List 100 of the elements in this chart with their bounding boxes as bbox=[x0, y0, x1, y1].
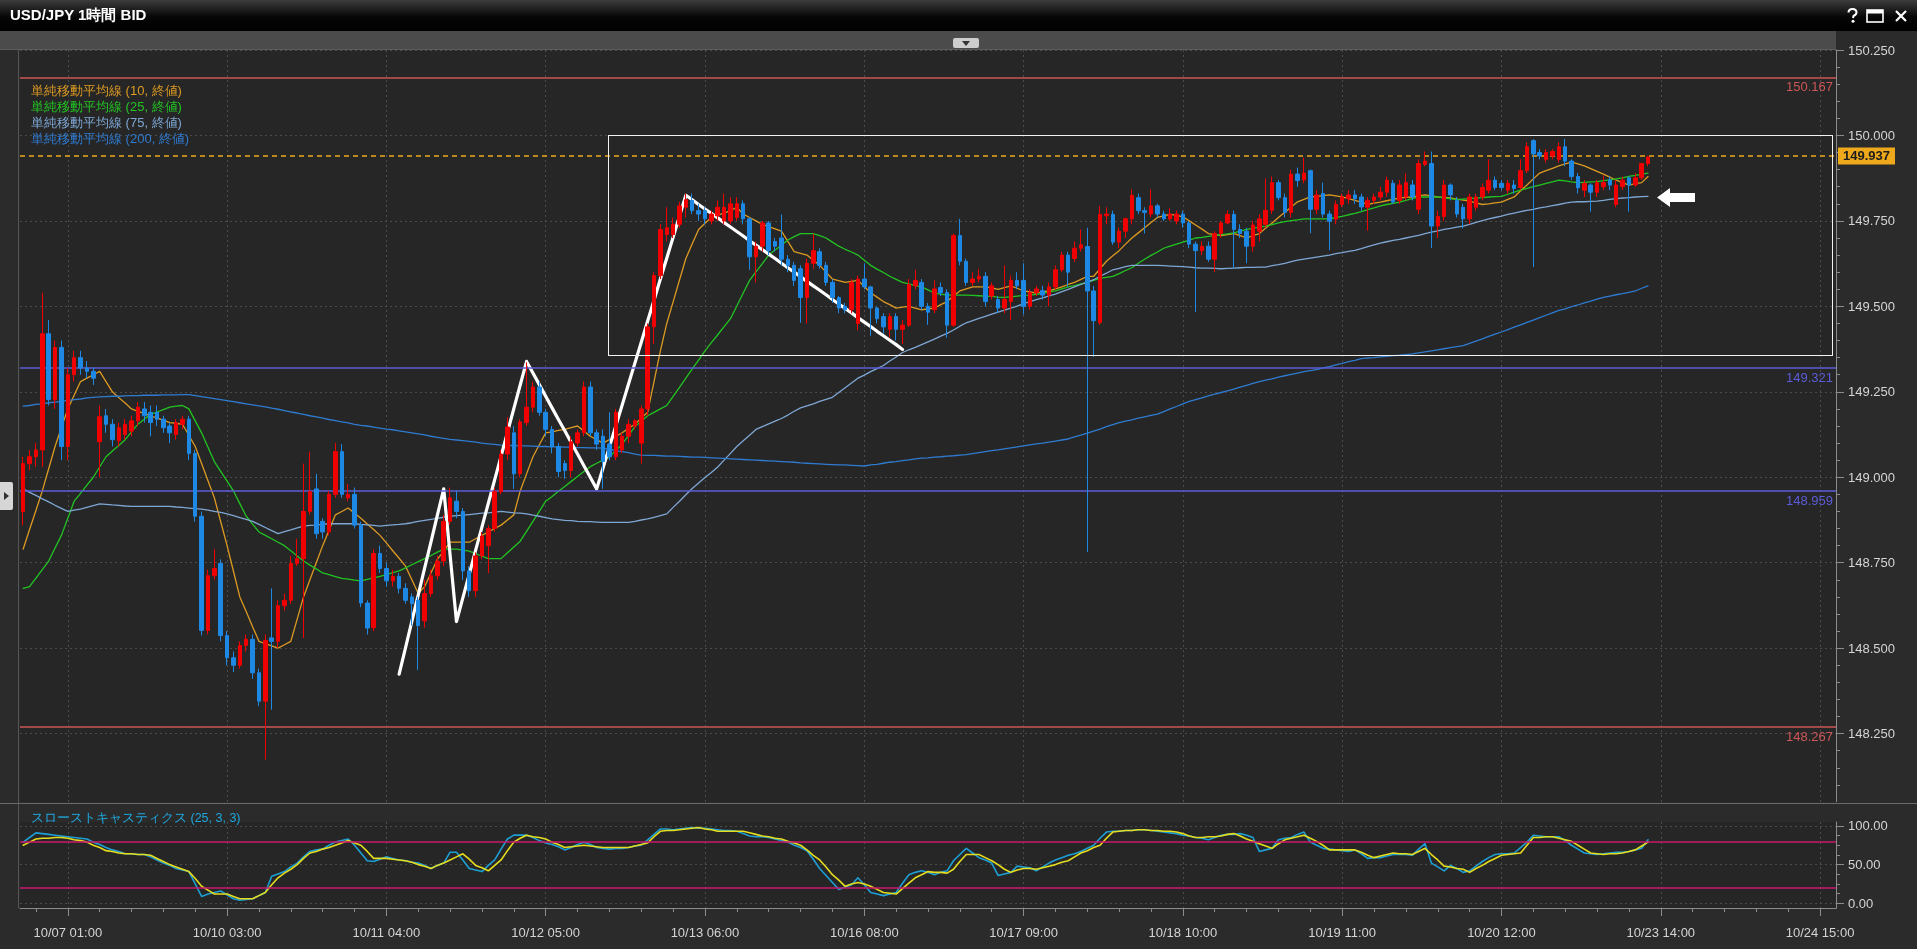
candlestick bbox=[913, 269, 918, 290]
candlestick bbox=[238, 640, 242, 670]
x-tick-label: 10/16 08:00 bbox=[829, 925, 899, 940]
candlestick bbox=[250, 634, 255, 680]
candlestick bbox=[518, 418, 522, 478]
candlestick bbox=[346, 483, 350, 502]
candlestick bbox=[977, 268, 981, 283]
candlestick bbox=[1525, 141, 1529, 174]
text: 単純移動平均線 (75, 終値) bbox=[31, 115, 182, 130]
candlestick bbox=[830, 278, 835, 304]
candlestick bbox=[66, 367, 70, 461]
candlestick bbox=[1212, 230, 1217, 273]
candlestick bbox=[1582, 179, 1587, 198]
candlestick bbox=[958, 218, 962, 266]
candlestick bbox=[626, 418, 631, 444]
candlestick bbox=[798, 264, 803, 324]
candlestick bbox=[27, 449, 32, 471]
y-tick-label: 150.250 bbox=[1848, 42, 1895, 58]
candlestick bbox=[308, 451, 312, 516]
candlestick bbox=[1206, 240, 1211, 263]
candlestick bbox=[1066, 251, 1070, 288]
candlestick bbox=[1614, 179, 1618, 208]
candlestick bbox=[1079, 228, 1083, 253]
candlestick bbox=[480, 531, 484, 560]
y-tick-label: 149.750 bbox=[1848, 213, 1895, 229]
candlestick bbox=[1346, 189, 1351, 205]
candlestick bbox=[811, 233, 816, 270]
y-tick-label: 149.500 bbox=[1848, 298, 1895, 314]
candlestick bbox=[301, 463, 306, 639]
candlestick bbox=[951, 233, 956, 328]
candlestick bbox=[289, 555, 293, 605]
candlestick bbox=[21, 456, 25, 526]
candlestick bbox=[1404, 172, 1408, 201]
y-tick-label: 149.000 bbox=[1848, 469, 1895, 485]
candlestick bbox=[1047, 281, 1051, 307]
candlestick bbox=[1506, 179, 1510, 195]
candlestick bbox=[932, 279, 937, 314]
candlestick bbox=[754, 240, 758, 283]
candlestick bbox=[1385, 175, 1389, 198]
candlestick bbox=[1588, 182, 1593, 213]
candlestick bbox=[384, 562, 389, 588]
candlestick bbox=[1028, 288, 1032, 311]
candlestick bbox=[397, 572, 401, 594]
candlestick bbox=[512, 425, 516, 490]
candlestick bbox=[760, 220, 765, 253]
candlestick bbox=[212, 548, 217, 581]
ref-line-label: 148.959 bbox=[1786, 492, 1833, 508]
candlestick bbox=[1429, 151, 1434, 249]
x-tick-label: 10/07 01:00 bbox=[33, 925, 103, 940]
candlestick bbox=[129, 415, 134, 437]
candlestick bbox=[741, 199, 745, 225]
candlestick bbox=[1423, 151, 1427, 167]
candlestick bbox=[1232, 210, 1236, 269]
candlestick bbox=[1442, 179, 1446, 222]
candlestick bbox=[104, 408, 108, 434]
candlestick bbox=[352, 487, 357, 530]
ref-line-label: 150.167 bbox=[1786, 79, 1833, 95]
candlestick bbox=[218, 558, 223, 642]
candlestick bbox=[1576, 172, 1580, 195]
candlestick bbox=[263, 634, 268, 761]
candlestick bbox=[340, 443, 344, 499]
x-tick-label: 10/23 14:00 bbox=[1626, 925, 1696, 940]
candlestick bbox=[1009, 275, 1013, 321]
candlestick bbox=[174, 418, 178, 441]
candlestick bbox=[1359, 193, 1364, 212]
candlestick bbox=[1308, 169, 1313, 234]
candlestick bbox=[907, 278, 911, 328]
candlestick bbox=[1104, 206, 1109, 225]
x-tick-label: 10/19 11:00 bbox=[1308, 925, 1377, 940]
candlestick bbox=[1327, 210, 1332, 251]
text: 単純移動平均線 (10, 終値) bbox=[31, 83, 182, 98]
candlestick bbox=[1620, 175, 1625, 191]
candlestick bbox=[824, 261, 828, 287]
candlestick bbox=[747, 216, 752, 271]
candlestick bbox=[1340, 193, 1344, 208]
candlestick bbox=[1187, 220, 1191, 249]
candlestick bbox=[1060, 251, 1064, 273]
candlestick bbox=[964, 258, 968, 287]
candlestick bbox=[505, 416, 510, 461]
candlestick bbox=[333, 442, 338, 499]
candlestick bbox=[1493, 175, 1497, 191]
candlestick bbox=[1251, 220, 1255, 253]
candlestick bbox=[875, 305, 879, 324]
candlestick bbox=[665, 206, 669, 242]
candlestick bbox=[244, 634, 248, 653]
candlestick bbox=[1378, 186, 1383, 201]
candlestick bbox=[1130, 188, 1134, 225]
candlestick bbox=[696, 203, 701, 222]
candlestick bbox=[1365, 196, 1370, 232]
candlestick bbox=[652, 271, 656, 345]
candlestick bbox=[856, 275, 860, 331]
candlestick bbox=[1117, 227, 1121, 249]
candlestick bbox=[85, 360, 89, 379]
candlestick bbox=[658, 223, 663, 280]
candlestick bbox=[136, 401, 140, 427]
candlestick bbox=[403, 582, 408, 605]
candlestick bbox=[1557, 141, 1561, 164]
candlestick bbox=[900, 319, 905, 345]
candlestick bbox=[1608, 175, 1612, 191]
candlestick bbox=[837, 295, 841, 314]
